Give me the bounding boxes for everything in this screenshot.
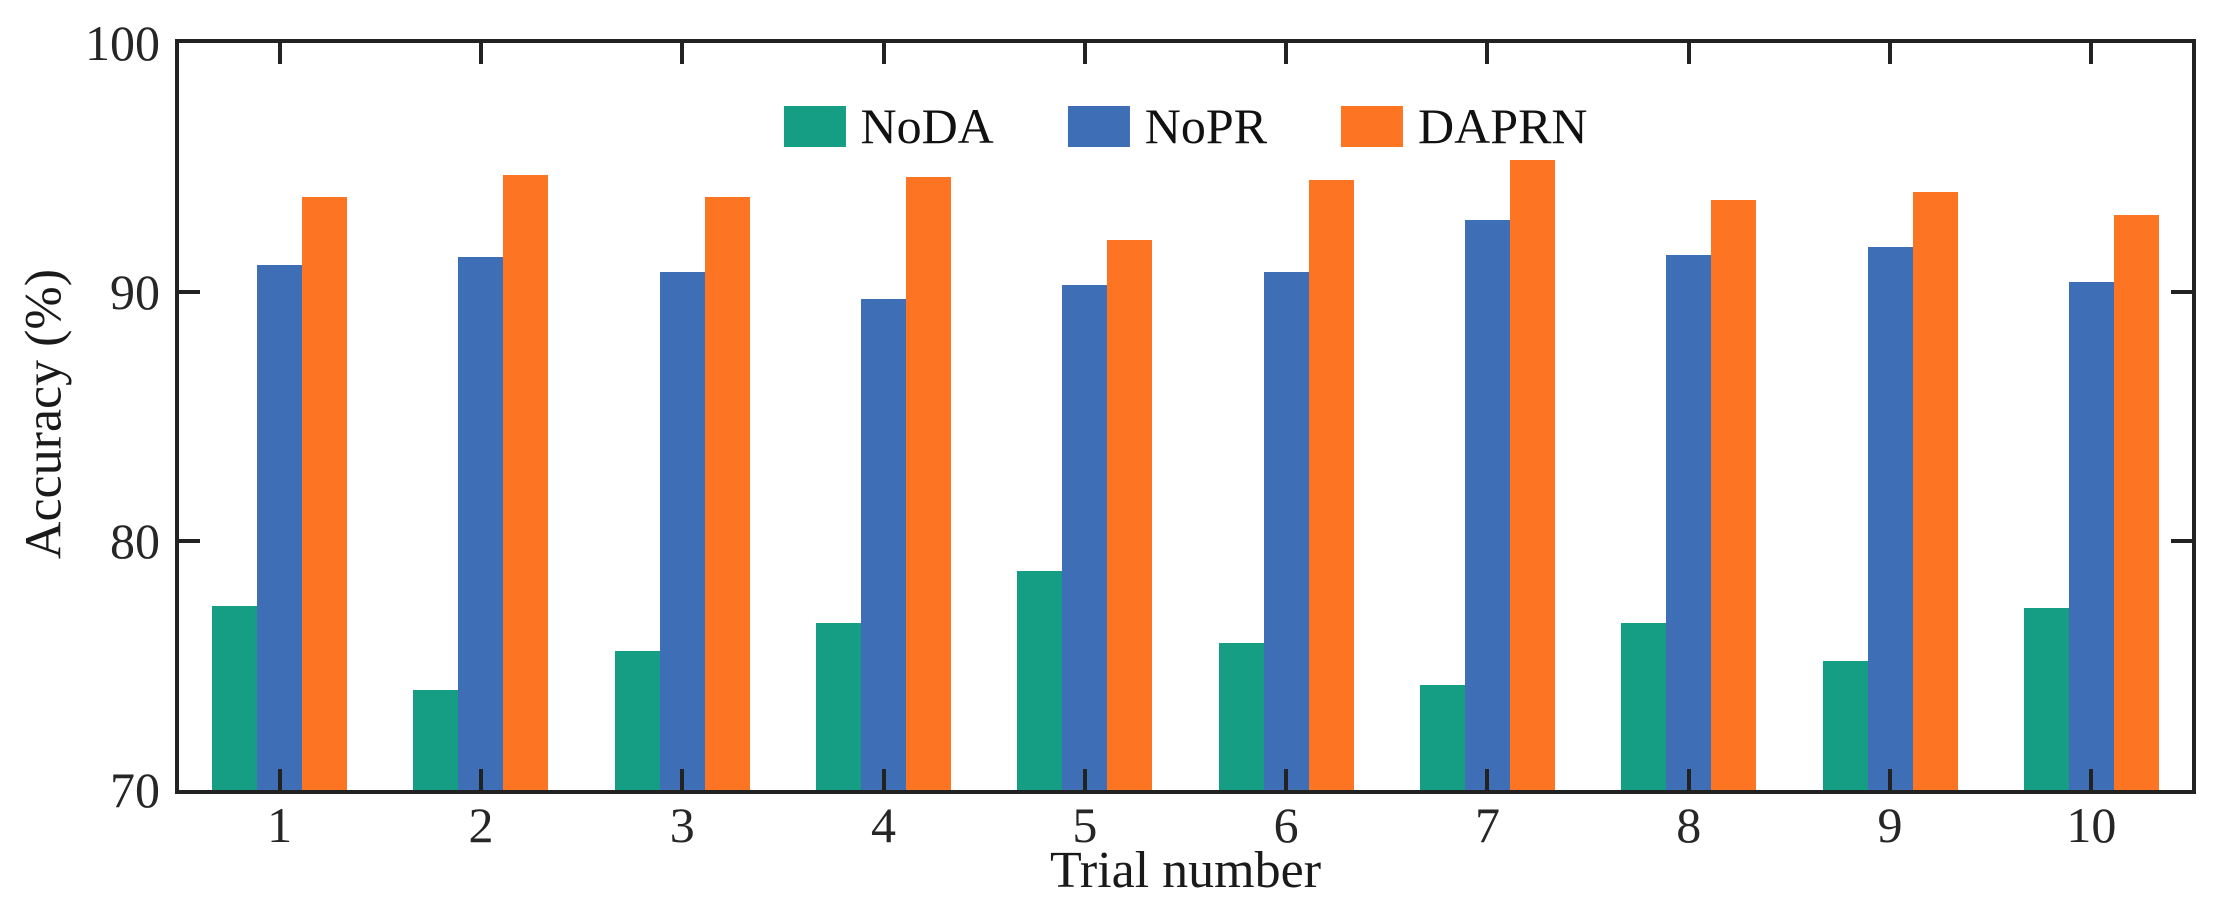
bar-nopr-trial-3 [659,272,705,790]
y-tick-label-70: 70 [110,762,160,818]
legend-item-nopr: NoPR [1067,98,1268,154]
x-axis-title: Trial number [1049,842,1322,899]
x-tick-top-6 [1284,43,1289,64]
bar-daprn-trial-3 [704,197,750,790]
bar-nopr-trial-9 [1867,247,1913,790]
bar-daprn-trial-2 [503,174,549,790]
x-tick-top-3 [680,43,685,64]
y-tick-label-90: 90 [110,264,160,320]
x-tick-label-5: 5 [1072,797,1098,853]
y-tick-right-80 [2171,539,2192,543]
x-tick-label-4: 4 [871,797,897,853]
bar-noda-trial-3 [614,650,660,790]
bar-daprn-trial-5 [1107,239,1153,790]
legend-swatch-daprn [1341,105,1404,147]
bar-nopr-trial-2 [458,257,504,790]
bar-daprn-trial-7 [1509,160,1555,790]
bar-daprn-trial-6 [1308,179,1354,790]
bar-noda-trial-1 [212,605,258,790]
x-tick-top-8 [1686,43,1691,64]
legend-label-noda: NoDA [860,98,994,154]
y-tick-right-90 [2171,290,2192,294]
y-tick-label-80: 80 [110,513,160,569]
bar-noda-trial-2 [413,690,459,790]
bar-noda-trial-10 [2023,608,2069,790]
y-tick-left-90 [179,290,200,294]
x-tick-top-10 [2089,43,2094,64]
x-tick-bottom-7 [1485,769,1490,790]
x-tick-label-2: 2 [468,797,494,853]
legend-label-nopr: NoPR [1144,98,1268,154]
x-tick-bottom-2 [478,769,483,790]
x-tick-bottom-4 [881,769,886,790]
y-tick-label-100: 100 [85,15,160,71]
x-tick-label-9: 9 [1877,797,1903,853]
x-tick-label-8: 8 [1676,797,1702,853]
x-tick-bottom-1 [277,769,282,790]
x-tick-top-2 [478,43,483,64]
x-tick-bottom-3 [680,769,685,790]
x-tick-top-4 [881,43,886,64]
x-tick-top-7 [1485,43,1490,64]
bar-nopr-trial-7 [1464,219,1510,790]
bar-noda-trial-5 [1017,570,1063,790]
bar-daprn-trial-9 [1912,192,1958,790]
bar-daprn-trial-4 [906,177,952,790]
bar-nopr-trial-1 [257,264,303,790]
legend: NoDA NoPR DAPRN [783,98,1588,154]
bar-nopr-trial-4 [861,299,907,790]
y-tick-left-80 [179,539,200,543]
legend-label-daprn: DAPRN [1418,98,1588,154]
x-tick-label-7: 7 [1474,797,1500,853]
x-tick-top-5 [1082,43,1087,64]
bar-noda-trial-6 [1218,643,1264,790]
x-tick-label-10: 10 [2066,797,2117,853]
bar-nopr-trial-10 [2068,282,2114,790]
plot-area: NoDA NoPR DAPRN [175,39,2196,794]
x-tick-bottom-6 [1284,769,1289,790]
bar-nopr-trial-5 [1062,284,1108,790]
bar-noda-trial-8 [1621,623,1667,790]
x-tick-bottom-5 [1082,769,1087,790]
bar-daprn-trial-10 [2113,214,2159,790]
x-tick-label-1: 1 [267,797,293,853]
bar-noda-trial-4 [816,623,862,790]
legend-item-daprn: DAPRN [1341,98,1588,154]
bar-nopr-trial-6 [1263,272,1309,790]
legend-swatch-noda [783,105,846,147]
x-tick-bottom-9 [1888,769,1893,790]
x-tick-bottom-10 [2089,769,2094,790]
legend-swatch-nopr [1067,105,1130,147]
bar-noda-trial-7 [1419,685,1465,790]
legend-item-noda: NoDA [783,98,994,154]
bar-daprn-trial-1 [302,197,348,790]
x-tick-label-6: 6 [1273,797,1299,853]
bar-nopr-trial-8 [1666,254,1712,790]
x-tick-label-3: 3 [669,797,695,853]
x-tick-top-9 [1888,43,1893,64]
bar-daprn-trial-8 [1711,199,1757,790]
bar-noda-trial-9 [1822,660,1868,790]
x-tick-bottom-8 [1686,769,1691,790]
x-tick-top-1 [277,43,282,64]
